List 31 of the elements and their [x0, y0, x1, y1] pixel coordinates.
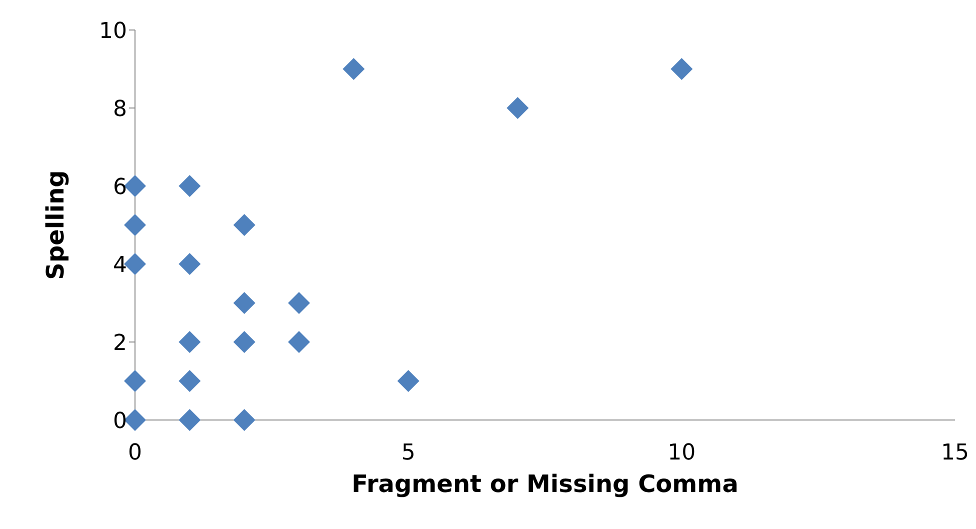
point [233, 292, 256, 314]
point [670, 58, 693, 80]
y-tick-label: 0 [113, 408, 127, 434]
point [178, 370, 201, 392]
point [124, 214, 146, 236]
point [124, 409, 146, 431]
x-tick-label: 5 [401, 440, 416, 466]
point [288, 292, 310, 314]
point [233, 409, 256, 431]
y-tick-label: 4 [113, 252, 127, 278]
point [397, 370, 420, 392]
point [124, 253, 146, 275]
point [178, 409, 201, 431]
point [178, 253, 201, 275]
point [233, 331, 256, 353]
y-tick-label: 6 [113, 174, 127, 200]
point [233, 214, 256, 236]
y-axis-title: Spelling [42, 170, 70, 280]
point [124, 370, 146, 392]
point [342, 58, 365, 80]
y-tick-label: 10 [99, 18, 127, 44]
x-tick-label: 10 [668, 440, 696, 466]
y-tick-label: 8 [113, 96, 127, 122]
point [178, 331, 201, 353]
x-axis-title: Fragment or Missing Comma [352, 470, 738, 498]
point [288, 331, 310, 353]
x-tick-label: 15 [941, 440, 969, 466]
point [124, 175, 146, 197]
y-tick-label: 2 [113, 330, 127, 356]
point [506, 97, 529, 119]
point [178, 175, 201, 197]
